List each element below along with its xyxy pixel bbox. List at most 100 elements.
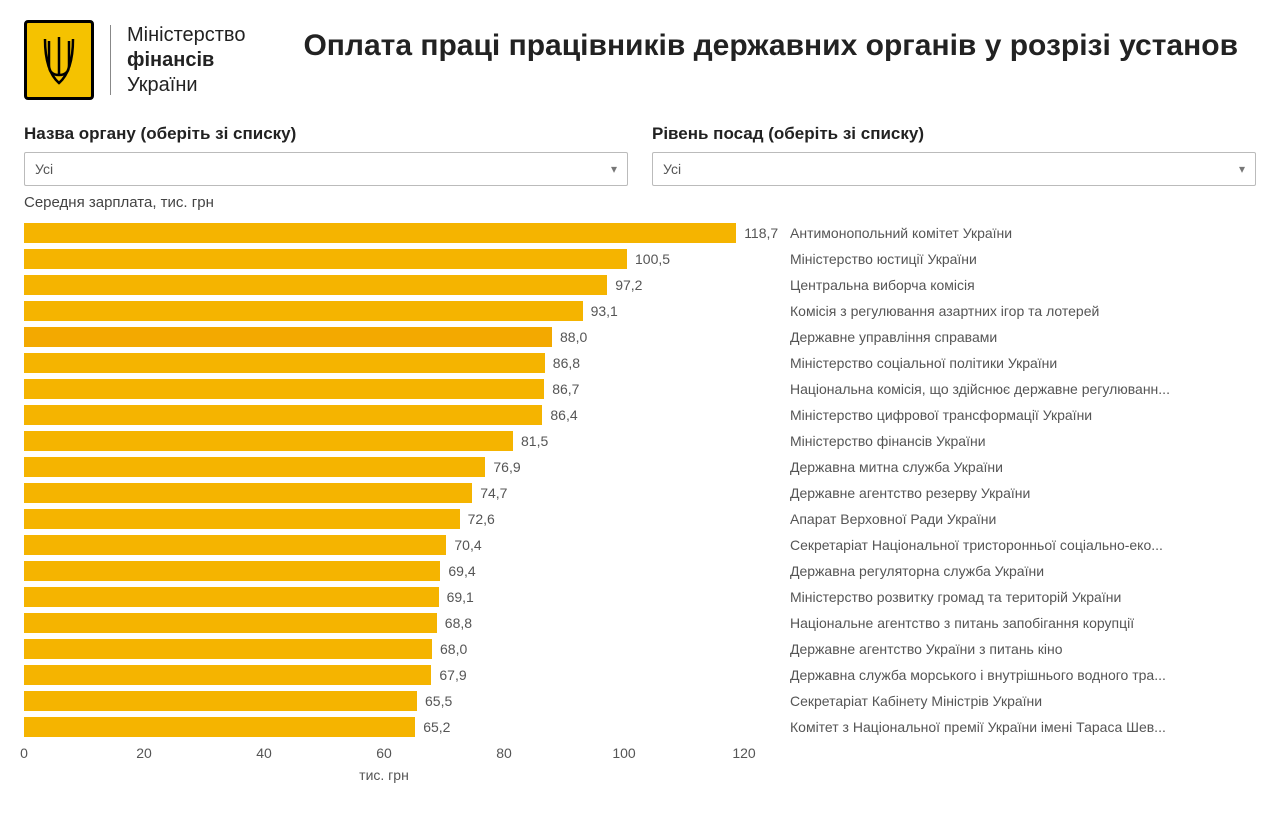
filter-level-value: Усі: [663, 161, 681, 177]
bar-value: 93,1: [591, 303, 618, 319]
bar-row: 68,8: [24, 611, 784, 635]
logo-text: Міністерство фінансів України: [127, 23, 245, 98]
bar-value: 68,0: [440, 641, 467, 657]
filter-org: Назва органу (оберіть зі списку) Усі ▾: [24, 124, 628, 186]
bar-row: 74,7: [24, 481, 784, 505]
bar-value: 65,2: [423, 719, 450, 735]
logo-line2: фінансів: [127, 48, 245, 73]
bar-value: 118,7: [744, 225, 778, 241]
bar-label: Національне агентство з питань запобіган…: [790, 611, 1256, 635]
bar-label: Державне агентство резерву України: [790, 481, 1256, 505]
bar-label: Міністерство юстиції України: [790, 247, 1256, 271]
page-title: Оплата праці працівників державних орган…: [285, 20, 1256, 65]
bar[interactable]: [24, 639, 432, 659]
bar-label: Антимонопольний комітет України: [790, 221, 1256, 245]
bar-row: 72,6: [24, 507, 784, 531]
filter-org-select[interactable]: Усі ▾: [24, 152, 628, 186]
chart-title: Середня зарплата, тис. грн: [24, 194, 1256, 211]
bar-label: Центральна виборча комісія: [790, 273, 1256, 297]
bar[interactable]: [24, 249, 627, 269]
bar-label: Секретаріат Національної тристоронньої с…: [790, 533, 1256, 557]
x-tick: 80: [496, 745, 512, 761]
bar-value: 70,4: [454, 537, 481, 553]
chart-plot: 118,7 100,5 97,2 93,188,0 86,8 86,7 86,481,5 76…: [24, 221, 784, 785]
x-tick: 0: [20, 745, 28, 761]
x-tick: 40: [256, 745, 272, 761]
x-axis: 020406080100120 тис. грн: [24, 745, 784, 785]
bar[interactable]: [24, 483, 472, 503]
bar[interactable]: [24, 535, 446, 555]
logo-divider: [110, 25, 111, 95]
filter-org-label: Назва органу (оберіть зі списку): [24, 124, 628, 144]
bar-value: 88,0: [560, 329, 587, 345]
logo-emblem: [24, 20, 94, 100]
bar[interactable]: [24, 301, 583, 321]
bar-row: 118,7: [24, 221, 784, 245]
x-tick: 100: [612, 745, 635, 761]
bar-label: Державна служба морського і внутрішнього…: [790, 663, 1256, 687]
bar-row: 65,5: [24, 689, 784, 713]
bar[interactable]: [24, 379, 544, 399]
logo-line3: України: [127, 73, 245, 98]
bar-row: 86,4: [24, 403, 784, 427]
bar[interactable]: [24, 587, 439, 607]
bar-row: 97,2: [24, 273, 784, 297]
bars-container: 118,7 100,5 97,2 93,188,0 86,8 86,7 86,481,5 76…: [24, 221, 784, 739]
bar[interactable]: [24, 431, 513, 451]
chevron-down-icon: ▾: [611, 162, 617, 176]
bar-label: Державне агентство України з питань кіно: [790, 637, 1256, 661]
x-tick: 60: [376, 745, 392, 761]
bar-label: Міністерство розвитку громад та територі…: [790, 585, 1256, 609]
header: Міністерство фінансів України Оплата пра…: [24, 20, 1256, 100]
bar-row: 67,9: [24, 663, 784, 687]
bar[interactable]: [24, 561, 440, 581]
bar-row: 100,5: [24, 247, 784, 271]
bar-label: Міністерство соціальної політики України: [790, 351, 1256, 375]
chevron-down-icon: ▾: [1239, 162, 1245, 176]
bar-value: 86,7: [552, 381, 579, 397]
bar-row: 93,1: [24, 299, 784, 323]
bar-label: Міністерство цифрової трансформації Укра…: [790, 403, 1256, 427]
filter-level-label: Рівень посад (оберіть зі списку): [652, 124, 1256, 144]
bar-value: 86,8: [553, 355, 580, 371]
bar-label: Національна комісія, що здійснює державн…: [790, 377, 1256, 401]
bar-value: 74,7: [480, 485, 507, 501]
bar-label: Комітет з Національної премії України ім…: [790, 715, 1256, 739]
bar[interactable]: [24, 665, 431, 685]
bar-row: 76,9: [24, 455, 784, 479]
filter-level-select[interactable]: Усі ▾: [652, 152, 1256, 186]
bar[interactable]: [24, 353, 545, 373]
bar-row: 68,0: [24, 637, 784, 661]
bar[interactable]: [24, 327, 552, 347]
logo-block: Міністерство фінансів України: [24, 20, 245, 100]
bar-label: Державна регуляторна служба України: [790, 559, 1256, 583]
bar-row: 69,1: [24, 585, 784, 609]
bar-value: 69,4: [448, 563, 475, 579]
chart: 118,7 100,5 97,2 93,188,0 86,8 86,7 86,481,5 76…: [24, 221, 1256, 785]
bar-label: Міністерство фінансів України: [790, 429, 1256, 453]
filters: Назва органу (оберіть зі списку) Усі ▾ Р…: [24, 124, 1256, 186]
bar[interactable]: [24, 509, 460, 529]
bar[interactable]: [24, 275, 607, 295]
labels-container: Антимонопольний комітет УкраїниМіністерс…: [784, 221, 1256, 785]
bar[interactable]: [24, 717, 415, 737]
bar[interactable]: [24, 691, 417, 711]
trident-icon: [39, 35, 79, 85]
bar[interactable]: [24, 457, 485, 477]
bar-value: 65,5: [425, 693, 452, 709]
x-tick: 20: [136, 745, 152, 761]
bar[interactable]: [24, 405, 542, 425]
bar[interactable]: [24, 613, 437, 633]
bar-value: 68,8: [445, 615, 472, 631]
bar-row: 88,0: [24, 325, 784, 349]
bar-value: 81,5: [521, 433, 548, 449]
filter-level: Рівень посад (оберіть зі списку) Усі ▾: [652, 124, 1256, 186]
bar-label: Апарат Верховної Ради України: [790, 507, 1256, 531]
bar-value: 97,2: [615, 277, 642, 293]
bar-row: 65,2: [24, 715, 784, 739]
bar-label: Комісія з регулювання азартних ігор та л…: [790, 299, 1256, 323]
bar-value: 86,4: [550, 407, 577, 423]
bar-row: 69,4: [24, 559, 784, 583]
bar[interactable]: [24, 223, 736, 243]
x-tick: 120: [732, 745, 755, 761]
